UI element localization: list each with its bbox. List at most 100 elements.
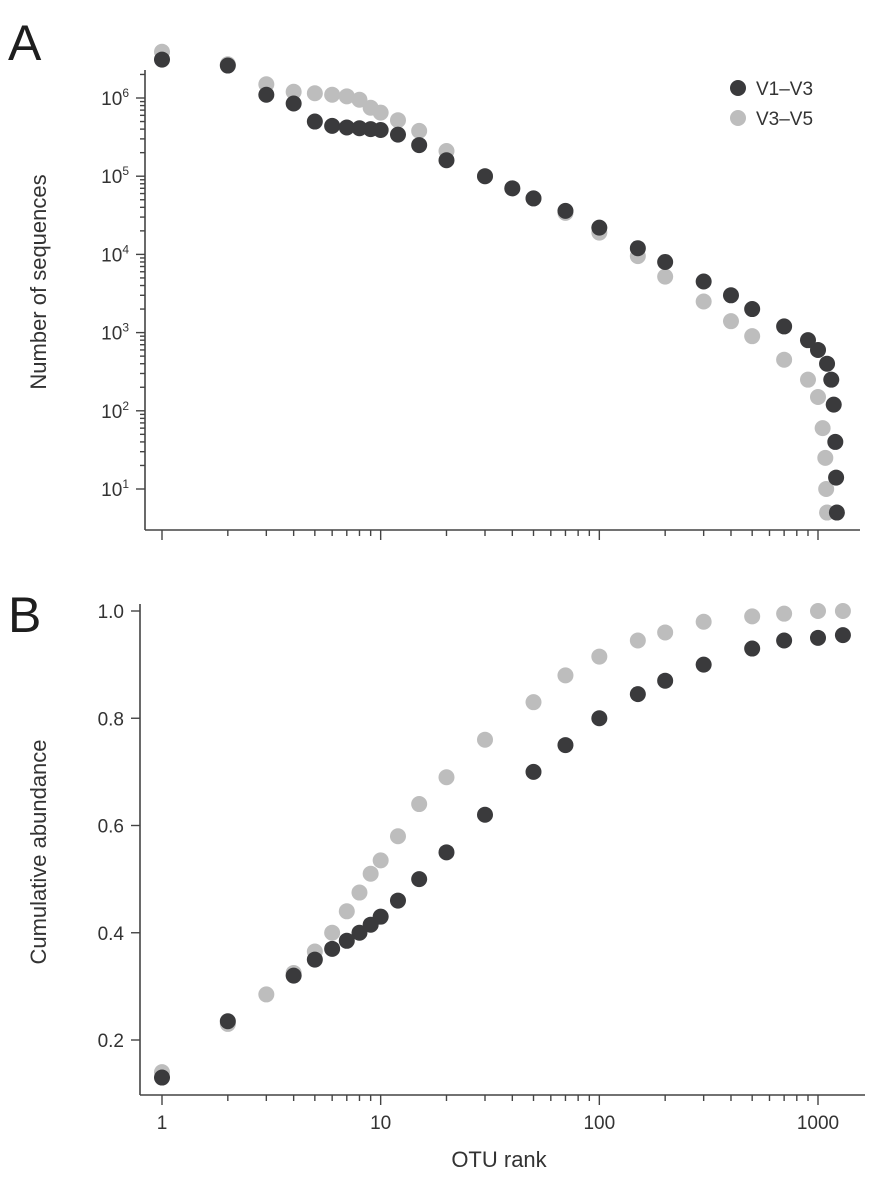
panel-a-point-v1-v3 xyxy=(722,287,739,304)
panel-a-point-v1-v3 xyxy=(389,126,406,143)
panel-a-point-v1-v3 xyxy=(338,119,355,136)
legend-label-v1-v3: V1–V3 xyxy=(756,79,813,100)
panel-a-point-v3-v5 xyxy=(695,293,712,310)
legend: V1–V3 V3–V5 xyxy=(730,79,813,130)
panel-b-point-v3-v5 xyxy=(258,986,275,1003)
panel-a-point-v3-v5 xyxy=(411,122,428,139)
panel-a-point-v1-v3 xyxy=(324,117,341,134)
panel-a-point-v1-v3 xyxy=(629,240,646,257)
panel-a-point-v1-v3 xyxy=(154,51,170,68)
panel-b-x-tick-label: 1000 xyxy=(797,1113,839,1134)
panel-a-point-v1-v3 xyxy=(306,113,323,130)
panel-b-point-v3-v5 xyxy=(657,624,674,641)
panel-a-axes: 101 102 103 104 105 106 xyxy=(101,70,860,540)
panel-b-point-v1-v3 xyxy=(744,640,761,657)
panel-b-point-v1-v3 xyxy=(219,1013,236,1030)
panel-a-point-v1-v3 xyxy=(557,202,574,219)
panel-a-point-v1-v3 xyxy=(504,180,521,197)
panel-b-point-v1-v3 xyxy=(438,844,455,861)
panel-b-x-tick-label: 100 xyxy=(583,1113,615,1134)
legend-label-v3-v5: V3–V5 xyxy=(756,109,813,130)
panel-b-point-v1-v3 xyxy=(776,632,793,649)
panel-b-point-v3-v5 xyxy=(362,865,379,882)
panel-b-point-v3-v5 xyxy=(695,613,712,630)
panel-b-point-v3-v5 xyxy=(834,603,851,619)
panel-b-point-v1-v3 xyxy=(657,672,674,689)
panel-a-ylabel: Number of sequences xyxy=(26,174,51,389)
panel-a-point-v3-v5 xyxy=(776,351,793,368)
panel-a-y-tick-label: 106 xyxy=(101,86,129,110)
panel-b-point-v3-v5 xyxy=(476,731,493,748)
panel-a-point-v3-v5 xyxy=(744,328,761,345)
panel-b-xlabel: OTU rank xyxy=(451,1147,547,1172)
panel-a-point-v1-v3 xyxy=(525,190,542,207)
panel-b-point-v3-v5 xyxy=(744,608,761,625)
panel-b-point-v3-v5 xyxy=(411,796,428,813)
panel-b-point-v3-v5 xyxy=(629,632,646,649)
panel-b-point-v3-v5 xyxy=(810,603,826,619)
panel-a-y-tick-label: 101 xyxy=(101,477,129,501)
panel-b-point-v1-v3 xyxy=(591,710,608,727)
panel-a-y-tick-label: 103 xyxy=(101,321,129,345)
panel-b-point-v3-v5 xyxy=(372,852,389,869)
panel-a-point-v3-v5 xyxy=(389,112,406,129)
panel-b-y-tick-label: 0.4 xyxy=(98,924,125,945)
panel-b-y-tick-label: 0.2 xyxy=(98,1031,124,1052)
panel-a-point-v1-v3 xyxy=(219,57,236,74)
panel-b-y-tick-label: 1.0 xyxy=(98,602,124,623)
panel-b-point-v1-v3 xyxy=(372,908,389,925)
panel-a-point-v1-v3 xyxy=(657,253,674,270)
panel-b-point-v1-v3 xyxy=(411,871,428,888)
panel-b-point-v1-v3 xyxy=(285,967,302,984)
panel-b-point-v1-v3 xyxy=(338,932,355,949)
panel-a-point-v1-v3 xyxy=(823,371,840,388)
panel-b-point-v1-v3 xyxy=(351,924,368,941)
panel-a-point-v1-v3 xyxy=(476,168,493,185)
panel-a-point-v1-v3 xyxy=(799,332,816,349)
panel-b-y-tick-label: 0.8 xyxy=(98,709,124,730)
panel-a-point-v1-v3 xyxy=(438,152,455,169)
panel-a-point-v1-v3 xyxy=(744,301,761,318)
panel-a-point-v1-v3 xyxy=(828,504,845,521)
panel-a-point-v1-v3 xyxy=(411,137,428,154)
panel-a-point-v1-v3 xyxy=(776,318,793,335)
legend-marker-v1-v3 xyxy=(730,80,746,96)
panel-b-point-v3-v5 xyxy=(324,924,341,941)
panel-b-point-v3-v5 xyxy=(776,605,793,622)
panel-a-point-v1-v3 xyxy=(695,273,712,290)
panel-b-axes: 0.2 0.4 0.6 0.8 1.0 1 10 100 1000 xyxy=(98,602,865,1134)
panel-b-point-v3-v5 xyxy=(557,667,574,684)
panel-b-point-v3-v5 xyxy=(525,694,542,711)
panel-b-point-v1-v3 xyxy=(389,892,406,909)
panel-b-points xyxy=(154,603,851,1086)
panel-a-letter: A xyxy=(8,15,42,71)
panel-a-point-v1-v3 xyxy=(827,433,844,450)
panel-a-point-v3-v5 xyxy=(372,104,389,121)
legend-marker-v3-v5 xyxy=(730,110,746,126)
panel-b-point-v1-v3 xyxy=(476,806,493,823)
panel-a-point-v3-v5 xyxy=(799,371,816,388)
panel-a-plot: 101 102 103 104 105 106 xyxy=(101,43,860,540)
panel-a-point-v1-v3 xyxy=(825,396,842,413)
panel-b-point-v1-v3 xyxy=(154,1069,170,1086)
panel-b-x-tick-label: 1 xyxy=(157,1113,168,1134)
panel-b-point-v1-v3 xyxy=(306,951,323,968)
panel-b-point-v1-v3 xyxy=(695,656,712,673)
panel-b-ylabel: Cumulative abundance xyxy=(26,739,51,964)
panel-a-point-v3-v5 xyxy=(285,83,302,100)
panel-a-point-v1-v3 xyxy=(285,95,302,112)
panel-b-point-v1-v3 xyxy=(324,940,341,957)
panel-a-point-v3-v5 xyxy=(817,449,834,466)
panel-a-point-v3-v5 xyxy=(818,481,835,497)
panel-b-point-v3-v5 xyxy=(438,769,455,786)
panel-b-x-tick-label: 10 xyxy=(370,1113,391,1134)
panel-a-point-v1-v3 xyxy=(591,219,608,236)
panel-a-y-tick-label: 102 xyxy=(101,399,129,423)
panel-b-point-v1-v3 xyxy=(834,627,851,644)
panel-a-point-v1-v3 xyxy=(819,355,836,372)
panel-a-point-v1-v3 xyxy=(828,469,845,486)
panel-a-point-v3-v5 xyxy=(810,389,826,406)
panel-a-point-v3-v5 xyxy=(814,420,831,437)
panel-b-point-v3-v5 xyxy=(389,828,406,845)
